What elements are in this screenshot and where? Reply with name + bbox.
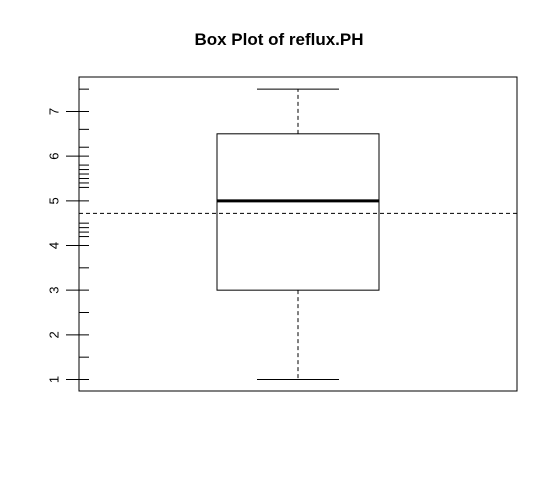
y-tick-label: 6 [47, 153, 62, 160]
box [216, 88, 380, 380]
chart-title: Box Plot of reflux.PH [194, 30, 364, 49]
y-tick-label: 7 [47, 108, 62, 115]
iqr-box [216, 133, 380, 291]
y-axis: 1 2 3 4 5 6 7 [47, 108, 89, 383]
y-tick-label: 4 [47, 242, 62, 249]
y-tick-label: 3 [47, 287, 62, 294]
y-tick-label: 5 [47, 197, 62, 204]
plot-frame [78, 76, 518, 392]
rug-marks [79, 88, 89, 358]
y-tick-label: 2 [47, 331, 62, 338]
y-tick-label: 1 [47, 376, 62, 383]
